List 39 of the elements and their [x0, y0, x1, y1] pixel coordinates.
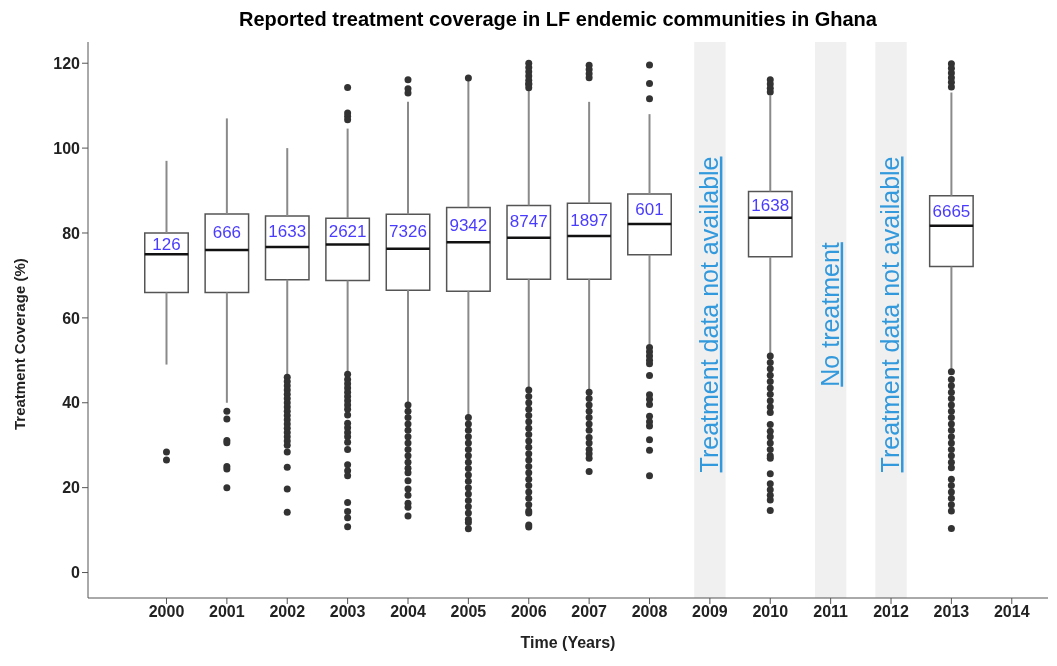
annotation: 9342	[449, 215, 488, 235]
y-tick-label: 40	[62, 394, 81, 412]
x-tick-label: 2007	[571, 603, 608, 621]
x-tick-label: 2012	[873, 603, 909, 621]
x-tick-label: 2009	[692, 603, 728, 621]
x-tick-label: 2001	[209, 603, 245, 621]
annotation: 1897	[570, 210, 609, 230]
annotation: 7326	[389, 222, 427, 242]
y-tick-label: 0	[71, 564, 81, 582]
annotation: 601	[635, 199, 664, 219]
x-tick-label: 2013	[933, 603, 970, 621]
annotation: 2621	[328, 222, 367, 242]
x-tick-label: 2004	[390, 603, 426, 621]
y-tick-label: 80	[62, 224, 81, 242]
band-label: Treatment data not available	[876, 156, 905, 473]
x-tick-label: 2003	[329, 603, 366, 621]
annotation: 6665	[932, 201, 971, 221]
x-tick-label: 2006	[510, 603, 547, 621]
x-tick-label: 2014	[993, 603, 1030, 621]
x-tick-label: 2008	[631, 603, 668, 621]
y-tick-label: 100	[53, 139, 81, 157]
x-tick-label: 2010	[752, 603, 789, 621]
x-axis-title: Time (Years)	[520, 634, 616, 651]
chart-title: Reported treatment coverage in LF endemic communities in Ghana	[238, 8, 878, 32]
x-tick-label: 2000	[148, 603, 185, 621]
y-tick-label: 120	[53, 54, 81, 72]
y-tick-label: 60	[62, 309, 81, 327]
annotation: 1633	[268, 222, 307, 242]
band-label: No treatment	[815, 242, 844, 387]
annotation: 126	[152, 234, 181, 254]
annotation: 666	[212, 222, 242, 242]
band-label: Treatment data not available	[694, 156, 723, 473]
y-axis-title: Treatment Coverage (%)	[11, 258, 29, 430]
x-tick-label: 2002	[269, 603, 306, 621]
x-tick-label: 2011	[813, 603, 849, 621]
annotation: 1638	[751, 195, 790, 215]
y-tick-label: 20	[62, 479, 81, 497]
annotation: 8747	[509, 212, 548, 232]
x-tick-label: 2005	[450, 603, 487, 621]
